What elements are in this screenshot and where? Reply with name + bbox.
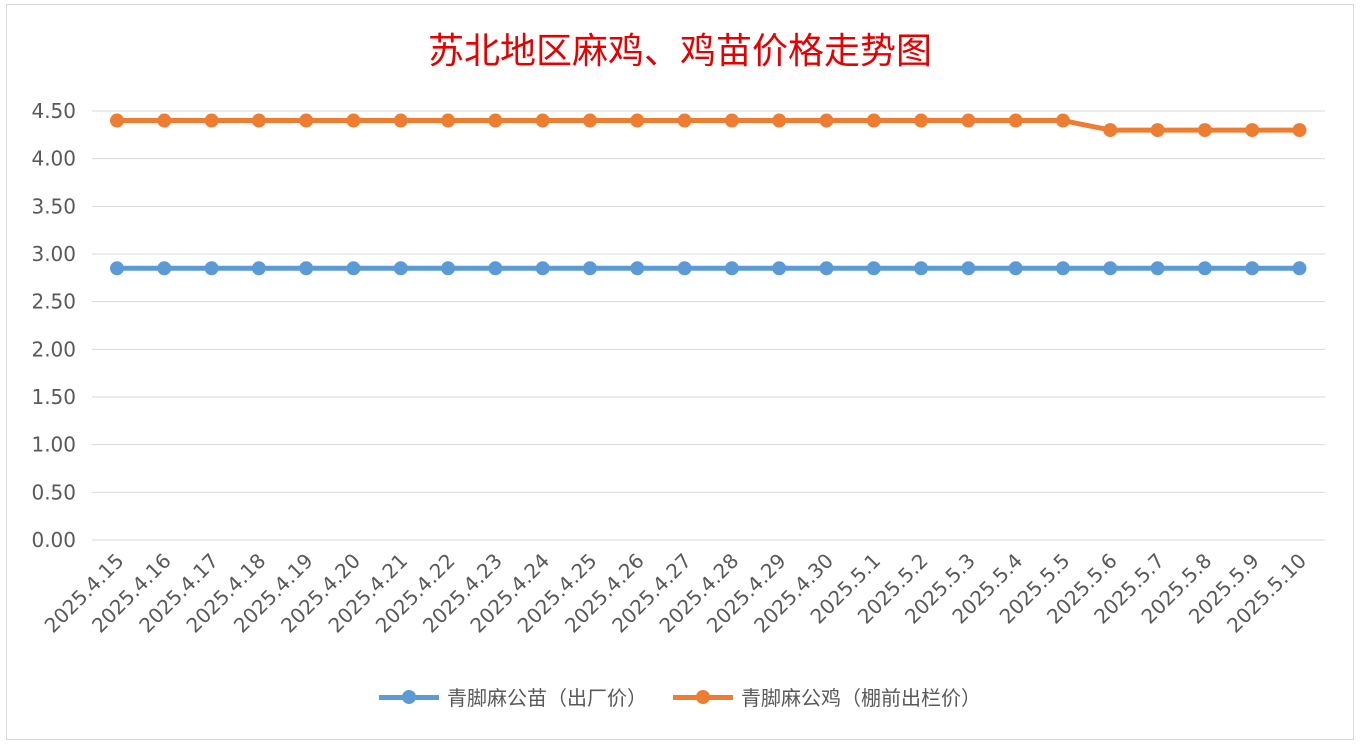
data-point[interactable] <box>488 261 503 276</box>
data-point[interactable] <box>819 261 834 276</box>
y-tick-label: 2.50 <box>31 290 76 314</box>
series-lines <box>110 113 1307 276</box>
data-point[interactable] <box>583 261 597 276</box>
y-tick-label: 3.50 <box>31 194 76 218</box>
series-line <box>114 118 1302 133</box>
data-point[interactable] <box>1197 123 1212 138</box>
chart-area <box>6 4 1354 740</box>
data-point[interactable] <box>299 261 314 276</box>
data-point[interactable] <box>961 261 976 276</box>
data-point[interactable] <box>866 113 881 128</box>
y-tick-label: 4.50 <box>31 99 76 123</box>
data-point[interactable] <box>724 113 739 128</box>
data-point[interactable] <box>346 113 361 128</box>
data-point[interactable] <box>204 261 219 276</box>
data-point[interactable] <box>157 261 172 276</box>
data-point[interactable] <box>1103 123 1118 138</box>
data-point[interactable] <box>110 113 124 128</box>
y-tick-label: 0.00 <box>31 528 76 552</box>
data-point[interactable] <box>1245 123 1260 138</box>
data-point[interactable] <box>251 261 266 276</box>
legend-item-rooster[interactable]: 青脚麻公鸡（棚前出栏价） <box>673 682 981 711</box>
x-axis-ticks: 2025.4.152025.4.162025.4.172025.4.182025… <box>40 549 1311 638</box>
data-point[interactable] <box>914 113 929 128</box>
data-point[interactable] <box>393 261 408 276</box>
data-point[interactable] <box>772 113 787 128</box>
data-point[interactable] <box>110 261 124 276</box>
y-axis-ticks: 0.00 0.50 1.00 1.50 2.00 2.50 3.00 3.50 4.00 4.50 <box>31 99 76 552</box>
series-0 <box>110 261 1307 276</box>
legend-item-seedling[interactable]: 青脚麻公苗（出厂价） <box>379 682 647 711</box>
data-point[interactable] <box>724 261 739 276</box>
gridlines <box>92 110 1325 541</box>
data-point[interactable] <box>866 261 881 276</box>
data-point[interactable] <box>961 113 976 128</box>
data-point[interactable] <box>441 261 456 276</box>
data-point[interactable] <box>1008 113 1023 128</box>
legend: 青脚麻公苗（出厂价） 青脚麻公鸡（棚前出栏价） <box>0 682 1360 711</box>
y-tick-label: 4.00 <box>31 147 76 171</box>
legend-swatch-seedling-icon <box>379 687 439 707</box>
data-point[interactable] <box>1150 261 1165 276</box>
data-point[interactable] <box>157 113 172 128</box>
legend-label-seedling: 青脚麻公苗（出厂价） <box>447 686 647 710</box>
data-point[interactable] <box>535 261 550 276</box>
data-point[interactable] <box>914 261 929 276</box>
y-tick-label: 3.00 <box>31 242 76 266</box>
y-tick-label: 1.50 <box>31 385 76 409</box>
data-point[interactable] <box>1197 261 1212 276</box>
data-point[interactable] <box>1056 261 1070 276</box>
data-point[interactable] <box>1008 261 1023 276</box>
data-point[interactable] <box>677 261 692 276</box>
data-point[interactable] <box>251 113 266 128</box>
data-point[interactable] <box>1056 113 1070 128</box>
data-point[interactable] <box>1292 261 1307 276</box>
legend-swatch-rooster-icon <box>673 687 733 707</box>
data-point[interactable] <box>630 261 645 276</box>
data-point[interactable] <box>583 113 597 128</box>
legend-label-rooster: 青脚麻公鸡（棚前出栏价） <box>741 686 981 710</box>
data-point[interactable] <box>1103 261 1118 276</box>
data-point[interactable] <box>677 113 692 128</box>
series-1 <box>110 113 1307 138</box>
y-tick-label: 0.50 <box>31 480 76 504</box>
data-point[interactable] <box>819 113 834 128</box>
data-point[interactable] <box>1245 261 1260 276</box>
data-point[interactable] <box>441 113 456 128</box>
data-point[interactable] <box>204 113 219 128</box>
data-point[interactable] <box>1150 123 1165 138</box>
y-tick-label: 2.00 <box>31 337 76 361</box>
data-point[interactable] <box>346 261 361 276</box>
data-point[interactable] <box>772 261 787 276</box>
data-point[interactable] <box>630 113 645 128</box>
data-point[interactable] <box>299 113 314 128</box>
y-tick-label: 1.00 <box>31 433 76 457</box>
data-point[interactable] <box>1292 123 1307 138</box>
data-point[interactable] <box>393 113 408 128</box>
chart-title: 苏北地区麻鸡、鸡苗价格走势图 <box>427 31 932 72</box>
data-point[interactable] <box>535 113 550 128</box>
data-point[interactable] <box>488 113 503 128</box>
